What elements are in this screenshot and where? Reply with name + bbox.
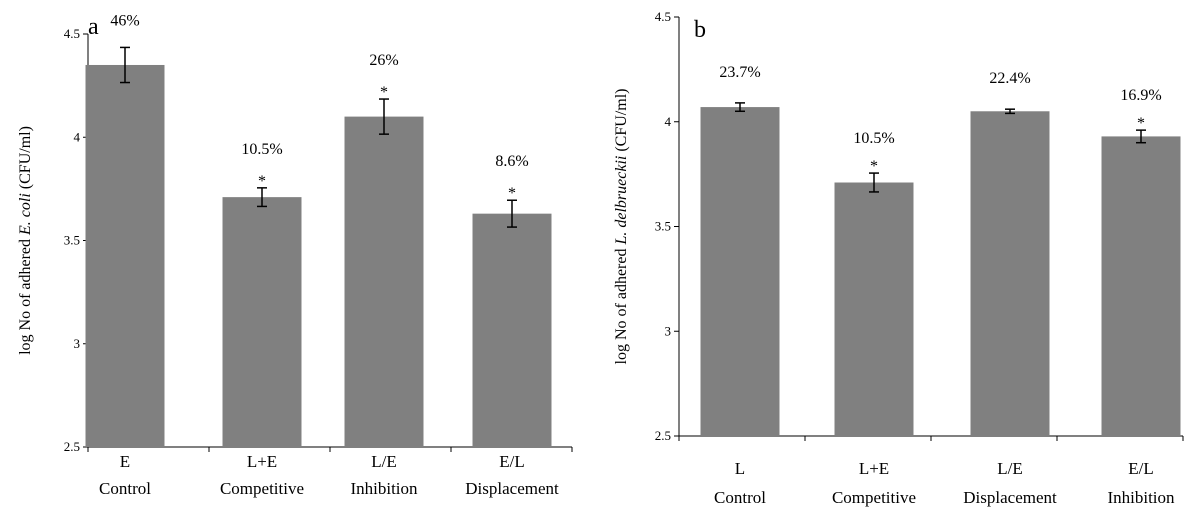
bar	[970, 111, 1050, 437]
significance-marker: *	[380, 84, 388, 101]
y-tick-label: 2.5	[64, 439, 80, 454]
percent-label: 10.5%	[241, 141, 282, 158]
category-sublabel: Inhibition	[350, 479, 418, 498]
significance-marker: *	[508, 185, 516, 202]
category-sublabel: Control	[99, 479, 151, 498]
significance-marker: *	[870, 158, 878, 175]
y-axis-label: log No of adhered E. coli (CFU/ml)	[17, 126, 34, 355]
category-sublabel: Inhibition	[1107, 488, 1175, 507]
category-label: L	[735, 459, 745, 478]
category-label: E/L	[499, 452, 525, 471]
bar	[472, 213, 552, 447]
y-axis-label-unit: (CFU/ml)	[613, 89, 630, 156]
percent-label: 16.9%	[1120, 87, 1161, 104]
bar	[85, 64, 165, 447]
bar	[222, 197, 302, 447]
significance-marker: *	[1137, 115, 1145, 132]
y-axis-label-unit: (CFU/ml)	[17, 126, 34, 193]
percent-label: 10.5%	[853, 130, 894, 147]
bar	[1101, 136, 1181, 437]
y-axis-label-part: log No of adhered	[17, 235, 34, 355]
percent-label: 8.6%	[495, 153, 528, 170]
percent-label: 22.4%	[989, 70, 1030, 87]
category-sublabel: Displacement	[465, 479, 559, 498]
panel-label: b	[694, 17, 706, 43]
category-label: L+E	[859, 459, 889, 478]
y-axis-label-organism: E. coli	[17, 193, 34, 236]
category-label: E	[120, 452, 130, 471]
bar	[834, 182, 914, 436]
category-sublabel: Control	[714, 488, 766, 507]
y-axis-label-organism: L. delbrueckii	[613, 156, 630, 246]
percent-label: 46%	[110, 12, 139, 29]
category-label: L/E	[997, 459, 1023, 478]
y-axis-label: log No of adhered L. delbrueckii (CFU/ml…	[613, 89, 630, 365]
category-label: E/L	[1128, 459, 1154, 478]
category-label: L+E	[247, 452, 277, 471]
percent-label: 23.7%	[719, 64, 760, 81]
category-sublabel: Displacement	[963, 488, 1057, 507]
y-axis-label-part: log No of adhered	[613, 245, 630, 365]
category-label: L/E	[371, 452, 397, 471]
y-tick-label: 2.5	[655, 428, 671, 443]
y-tick-label: 3.5	[655, 219, 671, 234]
chart-panel-a: 2.5 3 3.5 4 4.5 46% E Control * 10.5% L+E Competiti…	[17, 12, 573, 498]
category-sublabel: Competitive	[220, 479, 304, 498]
bar	[344, 116, 424, 447]
bar	[700, 107, 780, 437]
panel-label: a	[88, 14, 99, 40]
category-sublabel: Competitive	[832, 488, 916, 507]
y-tick-label: 4.5	[64, 26, 80, 41]
y-tick-label: 3	[74, 336, 81, 351]
y-tick-label: 4.5	[655, 9, 671, 24]
chart-panel-b: 2.5 3 3.5 4 4.5 23.7% L Control * 10.5% L+E Competi…	[613, 9, 1184, 507]
y-tick-label: 4	[665, 114, 672, 129]
y-tick-label: 3	[665, 323, 672, 338]
y-tick-label: 4	[74, 129, 81, 144]
percent-label: 26%	[369, 52, 398, 69]
y-tick-label: 3.5	[64, 233, 80, 248]
significance-marker: *	[258, 173, 266, 190]
